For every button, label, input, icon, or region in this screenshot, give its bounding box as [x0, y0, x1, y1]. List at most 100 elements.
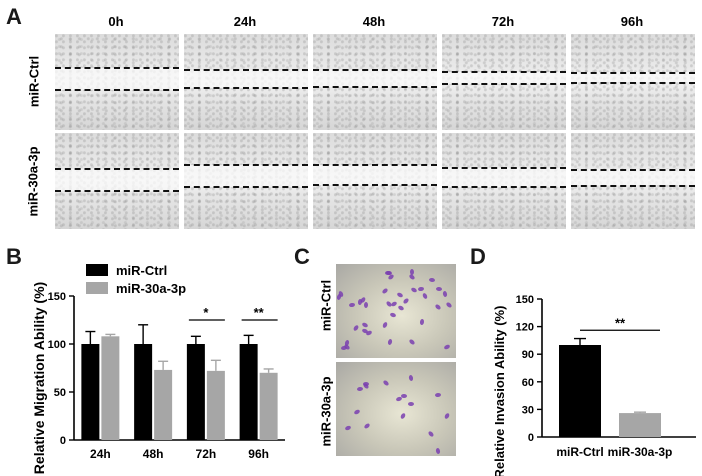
panel-a-letter: A [6, 4, 22, 29]
y-tick-label: 150 [48, 291, 66, 303]
stained-cell [421, 292, 429, 300]
stained-cell [356, 386, 364, 392]
stained-cell [402, 297, 410, 305]
y-tick-label: 120 [516, 322, 534, 334]
stained-cell [361, 321, 369, 329]
row-label-mir-30a-3p: miR-30a-3p [25, 146, 41, 217]
stained-cell [434, 392, 442, 398]
wound-image-ctrl-0h [55, 34, 179, 130]
legend-label: miR-30a-3p [116, 281, 186, 296]
legend-swatch [86, 264, 108, 276]
bar [154, 369, 173, 440]
stained-cell [397, 304, 405, 312]
wound-image-30a-48h [313, 133, 437, 229]
panel-d-letter: D [470, 244, 486, 269]
invasion-chart: 0 30 60 90 120 150 Relative Invasion Ability (… [492, 294, 696, 476]
stained-cell [353, 408, 361, 416]
stained-cell [363, 422, 371, 430]
stained-cell [428, 277, 436, 283]
panel-c-row-label-mir-30a-3p: miR-30a-3p [318, 376, 334, 447]
panel-c-letter: C [294, 244, 310, 269]
x-tick-label: miR-30a-3p [608, 445, 673, 459]
bar [259, 372, 278, 440]
stained-cell [427, 430, 435, 438]
stained-cell [396, 291, 404, 299]
y-axis-label: Relative Migration Ability (%) [31, 282, 47, 474]
bar [81, 344, 100, 440]
stained-cell [399, 412, 407, 420]
wound-image-ctrl-96h [571, 34, 695, 130]
time-label-48h: 48h [362, 14, 386, 29]
wound-image-30a-96h [571, 133, 695, 229]
stained-cell [408, 338, 416, 346]
bar [619, 413, 661, 437]
y-tick-label: 90 [522, 349, 534, 361]
invasion-image-mir-ctrl [336, 264, 456, 358]
wound-image-ctrl-24h [184, 34, 308, 130]
stained-cell [363, 301, 369, 309]
y-tick-label: 50 [54, 387, 66, 399]
stained-cell [434, 303, 442, 311]
stained-cell [365, 329, 373, 337]
stained-cell [352, 324, 360, 332]
legend-label: miR-Ctrl [116, 263, 167, 278]
stained-cell [443, 343, 451, 351]
significance-mark: * [203, 305, 209, 320]
stained-cell [410, 286, 418, 294]
bar [239, 344, 258, 440]
stained-cell [381, 321, 389, 329]
stained-cell [400, 393, 408, 399]
stained-cell [408, 374, 414, 382]
y-tick-label: 150 [516, 294, 534, 306]
stained-cell [389, 312, 397, 318]
bar [206, 370, 225, 440]
bar [559, 345, 601, 437]
y-tick-label: 0 [60, 435, 66, 447]
stained-cell [344, 424, 352, 432]
wound-image-30a-72h [442, 133, 566, 229]
row-label-mir-ctrl: miR-Ctrl [26, 55, 42, 108]
stained-cell [435, 286, 443, 292]
bar [186, 344, 205, 440]
stained-cell [442, 290, 448, 298]
stained-cell [435, 447, 441, 455]
time-label-72h: 72h [491, 14, 515, 29]
stained-cell [387, 338, 393, 346]
stained-cell [382, 379, 390, 387]
x-tick-label: 72h [196, 447, 217, 461]
wound-image-ctrl-48h [313, 34, 437, 130]
stained-cell [445, 301, 453, 309]
significance-mark: ** [254, 305, 265, 320]
stained-cell [348, 302, 356, 308]
x-tick-label: 48h [143, 447, 164, 461]
stained-cell [336, 293, 342, 301]
stained-cell [408, 273, 416, 281]
bar [101, 336, 120, 440]
panel-c-row-label-mir-ctrl: miR-Ctrl [318, 279, 334, 332]
x-tick-label: miR-Ctrl [556, 445, 603, 459]
time-label-96h: 96h [620, 14, 644, 29]
x-tick-label: 96h [248, 447, 269, 461]
stained-cell [419, 318, 425, 326]
stained-cell [417, 286, 425, 292]
significance-mark: ** [615, 315, 626, 330]
panel-b-letter: B [6, 244, 22, 269]
stained-cell [408, 402, 414, 406]
invasion-image-mir-30a-3p [336, 362, 456, 456]
time-label-24h: 24h [233, 14, 257, 29]
legend-swatch [86, 282, 108, 294]
y-tick-label: 0 [528, 432, 534, 444]
stained-cell [381, 287, 389, 295]
wound-image-ctrl-72h [442, 34, 566, 130]
y-tick-label: 30 [522, 404, 534, 416]
wound-image-30a-0h [55, 133, 179, 229]
y-tick-label: 100 [48, 339, 66, 351]
stained-cell [443, 412, 451, 420]
x-tick-label: 24h [90, 447, 111, 461]
time-label-0h: 0h [108, 14, 124, 29]
wound-image-30a-24h [184, 133, 308, 229]
bar [134, 344, 153, 440]
y-axis-label: Relative Invasion Ability (%) [492, 306, 507, 476]
y-tick-label: 60 [522, 377, 534, 389]
